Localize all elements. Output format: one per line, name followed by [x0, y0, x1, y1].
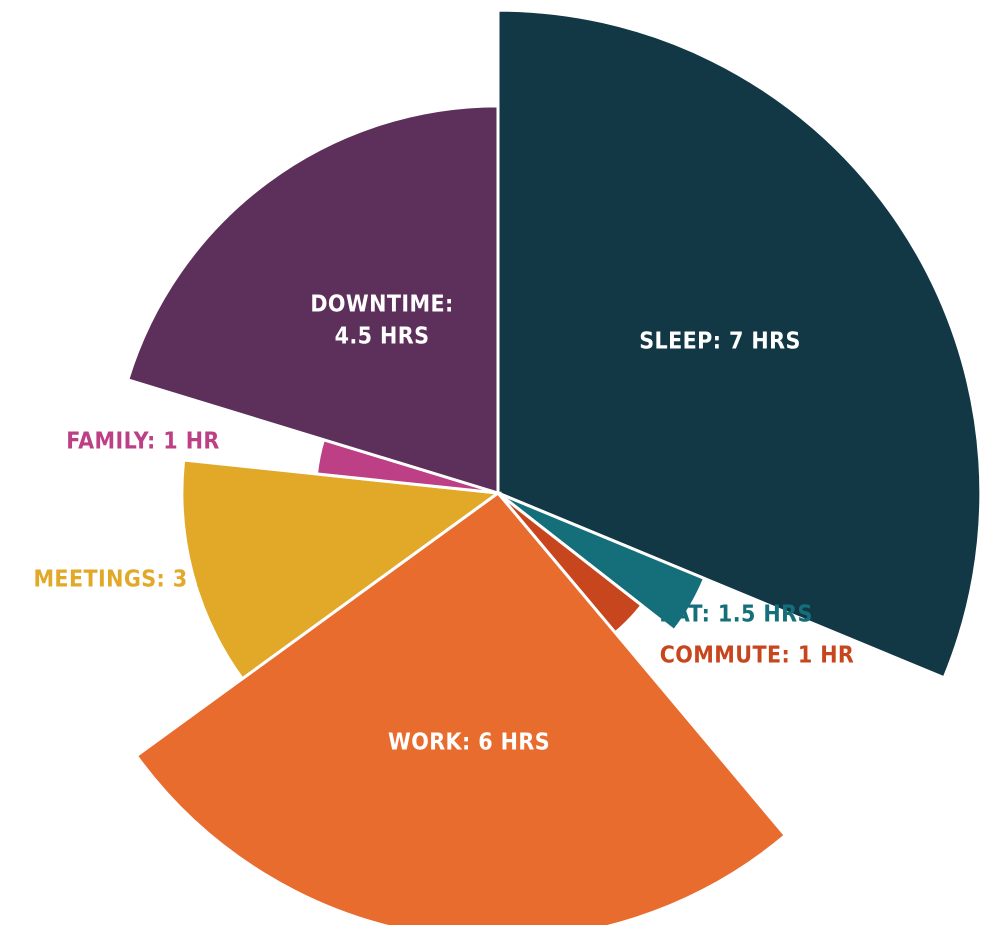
downtime-label-line-2: 4.5 HRS: [335, 324, 430, 350]
eat-label: EAT: 1.5 HRS: [659, 602, 813, 628]
work-slice: [134, 490, 788, 925]
meetings-label: MEETINGS: 3 HRS: [33, 567, 244, 593]
commute-label: COMMUTE: 1 HR: [660, 643, 855, 669]
meetings-slice: [180, 458, 503, 681]
sleep-label: SLEEP: 7 HRS: [639, 329, 801, 355]
work-label: WORK: 6 HRS: [388, 730, 550, 756]
family-label: FAMILY: 1 HR: [66, 429, 220, 455]
chart-slices: [125, 8, 983, 925]
sleep-slice: [496, 8, 983, 680]
chart-labels: SLEEP: 7 HRS EAT: 1.5 HRS COMMUTE: 1 HR WOR…: [33, 292, 855, 756]
downtime-slice: [125, 104, 500, 496]
downtime-label-line-1: DOWNTIME:: [310, 292, 453, 318]
eat-slice: [497, 491, 707, 633]
